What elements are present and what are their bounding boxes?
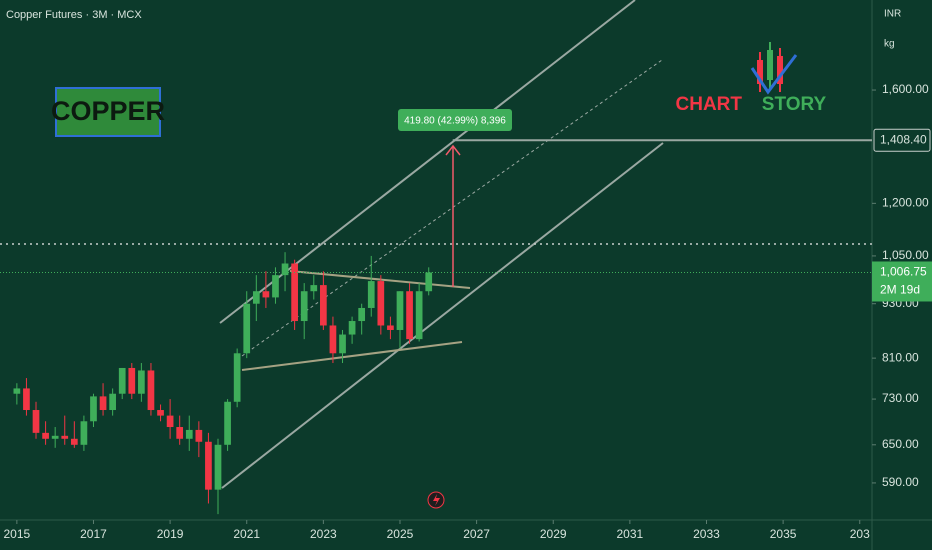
candle-body — [387, 325, 394, 330]
candle-body — [147, 370, 155, 411]
badge-text: COPPER — [51, 96, 165, 126]
candle-body — [80, 421, 88, 445]
currency: INR — [884, 9, 901, 20]
x-tick-label: 203 — [850, 527, 870, 541]
price-label: 1,408.40 — [880, 132, 927, 146]
x-tick-label: 2031 — [617, 527, 644, 541]
x-tick-label: 2023 — [310, 527, 337, 541]
candle-body — [42, 432, 49, 439]
candle-body — [51, 435, 59, 439]
candle-body — [23, 388, 30, 411]
y-tick-label: 1,600.00 — [882, 82, 929, 96]
candle-body — [224, 401, 231, 445]
candle-body — [109, 393, 116, 411]
candle-body — [310, 285, 318, 292]
candle-body — [233, 353, 241, 402]
candle-body — [166, 415, 174, 428]
candle-body — [425, 272, 433, 292]
x-tick-label: 2035 — [770, 527, 797, 541]
x-tick-label: 2029 — [540, 527, 567, 541]
candle-body — [367, 281, 375, 308]
candle-body — [329, 325, 337, 354]
x-tick-label: 2015 — [4, 527, 31, 541]
candle-body — [262, 291, 270, 298]
candle-body — [320, 285, 327, 326]
x-tick-label: 2019 — [157, 527, 184, 541]
candle-body — [252, 291, 260, 304]
candle-body — [358, 307, 366, 322]
measure-box — [398, 109, 512, 131]
x-tick-label: 2027 — [463, 527, 490, 541]
candle-body — [185, 429, 193, 439]
candle-body — [32, 410, 40, 433]
candle-body — [90, 396, 97, 422]
measure-label: 419.80 (42.99%) 8,396 — [404, 116, 506, 127]
y-tick-label: 590.00 — [882, 475, 919, 489]
candle-body — [214, 444, 222, 490]
x-tick-label: 2025 — [387, 527, 414, 541]
logo-icon — [750, 42, 798, 95]
candle-body — [243, 303, 251, 354]
logo-text: CHART — [676, 94, 743, 115]
candle-body — [377, 281, 385, 326]
unit: kg — [884, 39, 895, 50]
price-label-box — [873, 128, 931, 152]
candle-body — [272, 275, 279, 298]
x-tick-label: 2021 — [233, 527, 260, 541]
chart-title: Copper Futures · 3M · MCX — [6, 9, 142, 21]
candle-body — [128, 367, 136, 394]
y-tick-label: 1,050.00 — [882, 248, 929, 262]
candle-body — [348, 321, 356, 335]
badge-box — [55, 87, 161, 137]
price-label-box — [872, 261, 932, 302]
measure-arrow-head — [445, 144, 461, 156]
candle-body — [291, 263, 298, 322]
price-label: 1,006.75 — [880, 265, 927, 279]
candle-body — [70, 438, 78, 445]
y-tick-label: 810.00 — [882, 350, 919, 364]
candle-body — [281, 263, 289, 276]
candle-body — [396, 291, 404, 330]
drawings — [219, 0, 664, 489]
candle-body — [138, 370, 145, 394]
candle-body — [339, 334, 346, 354]
x-tick-label: 2017 — [80, 527, 107, 541]
y-tick-label: 1,200.00 — [882, 196, 929, 210]
candle-body — [157, 410, 164, 416]
candle-body — [205, 441, 212, 490]
candle-body — [99, 396, 107, 411]
candle-body — [300, 291, 308, 322]
y-tick-label: 650.00 — [882, 437, 919, 451]
y-tick-label: 730.00 — [882, 391, 919, 405]
candle-body — [195, 429, 203, 442]
x-tick-label: 2033 — [693, 527, 720, 541]
event-icon — [433, 494, 440, 506]
candle-body — [176, 427, 184, 439]
candle-body — [406, 291, 413, 340]
candle-body — [61, 435, 69, 439]
candle-body — [118, 367, 126, 394]
candle-body — [415, 291, 423, 340]
candle-body — [13, 388, 21, 394]
countdown: 2M 19d — [880, 283, 920, 297]
logo-text: STORY — [762, 94, 827, 115]
